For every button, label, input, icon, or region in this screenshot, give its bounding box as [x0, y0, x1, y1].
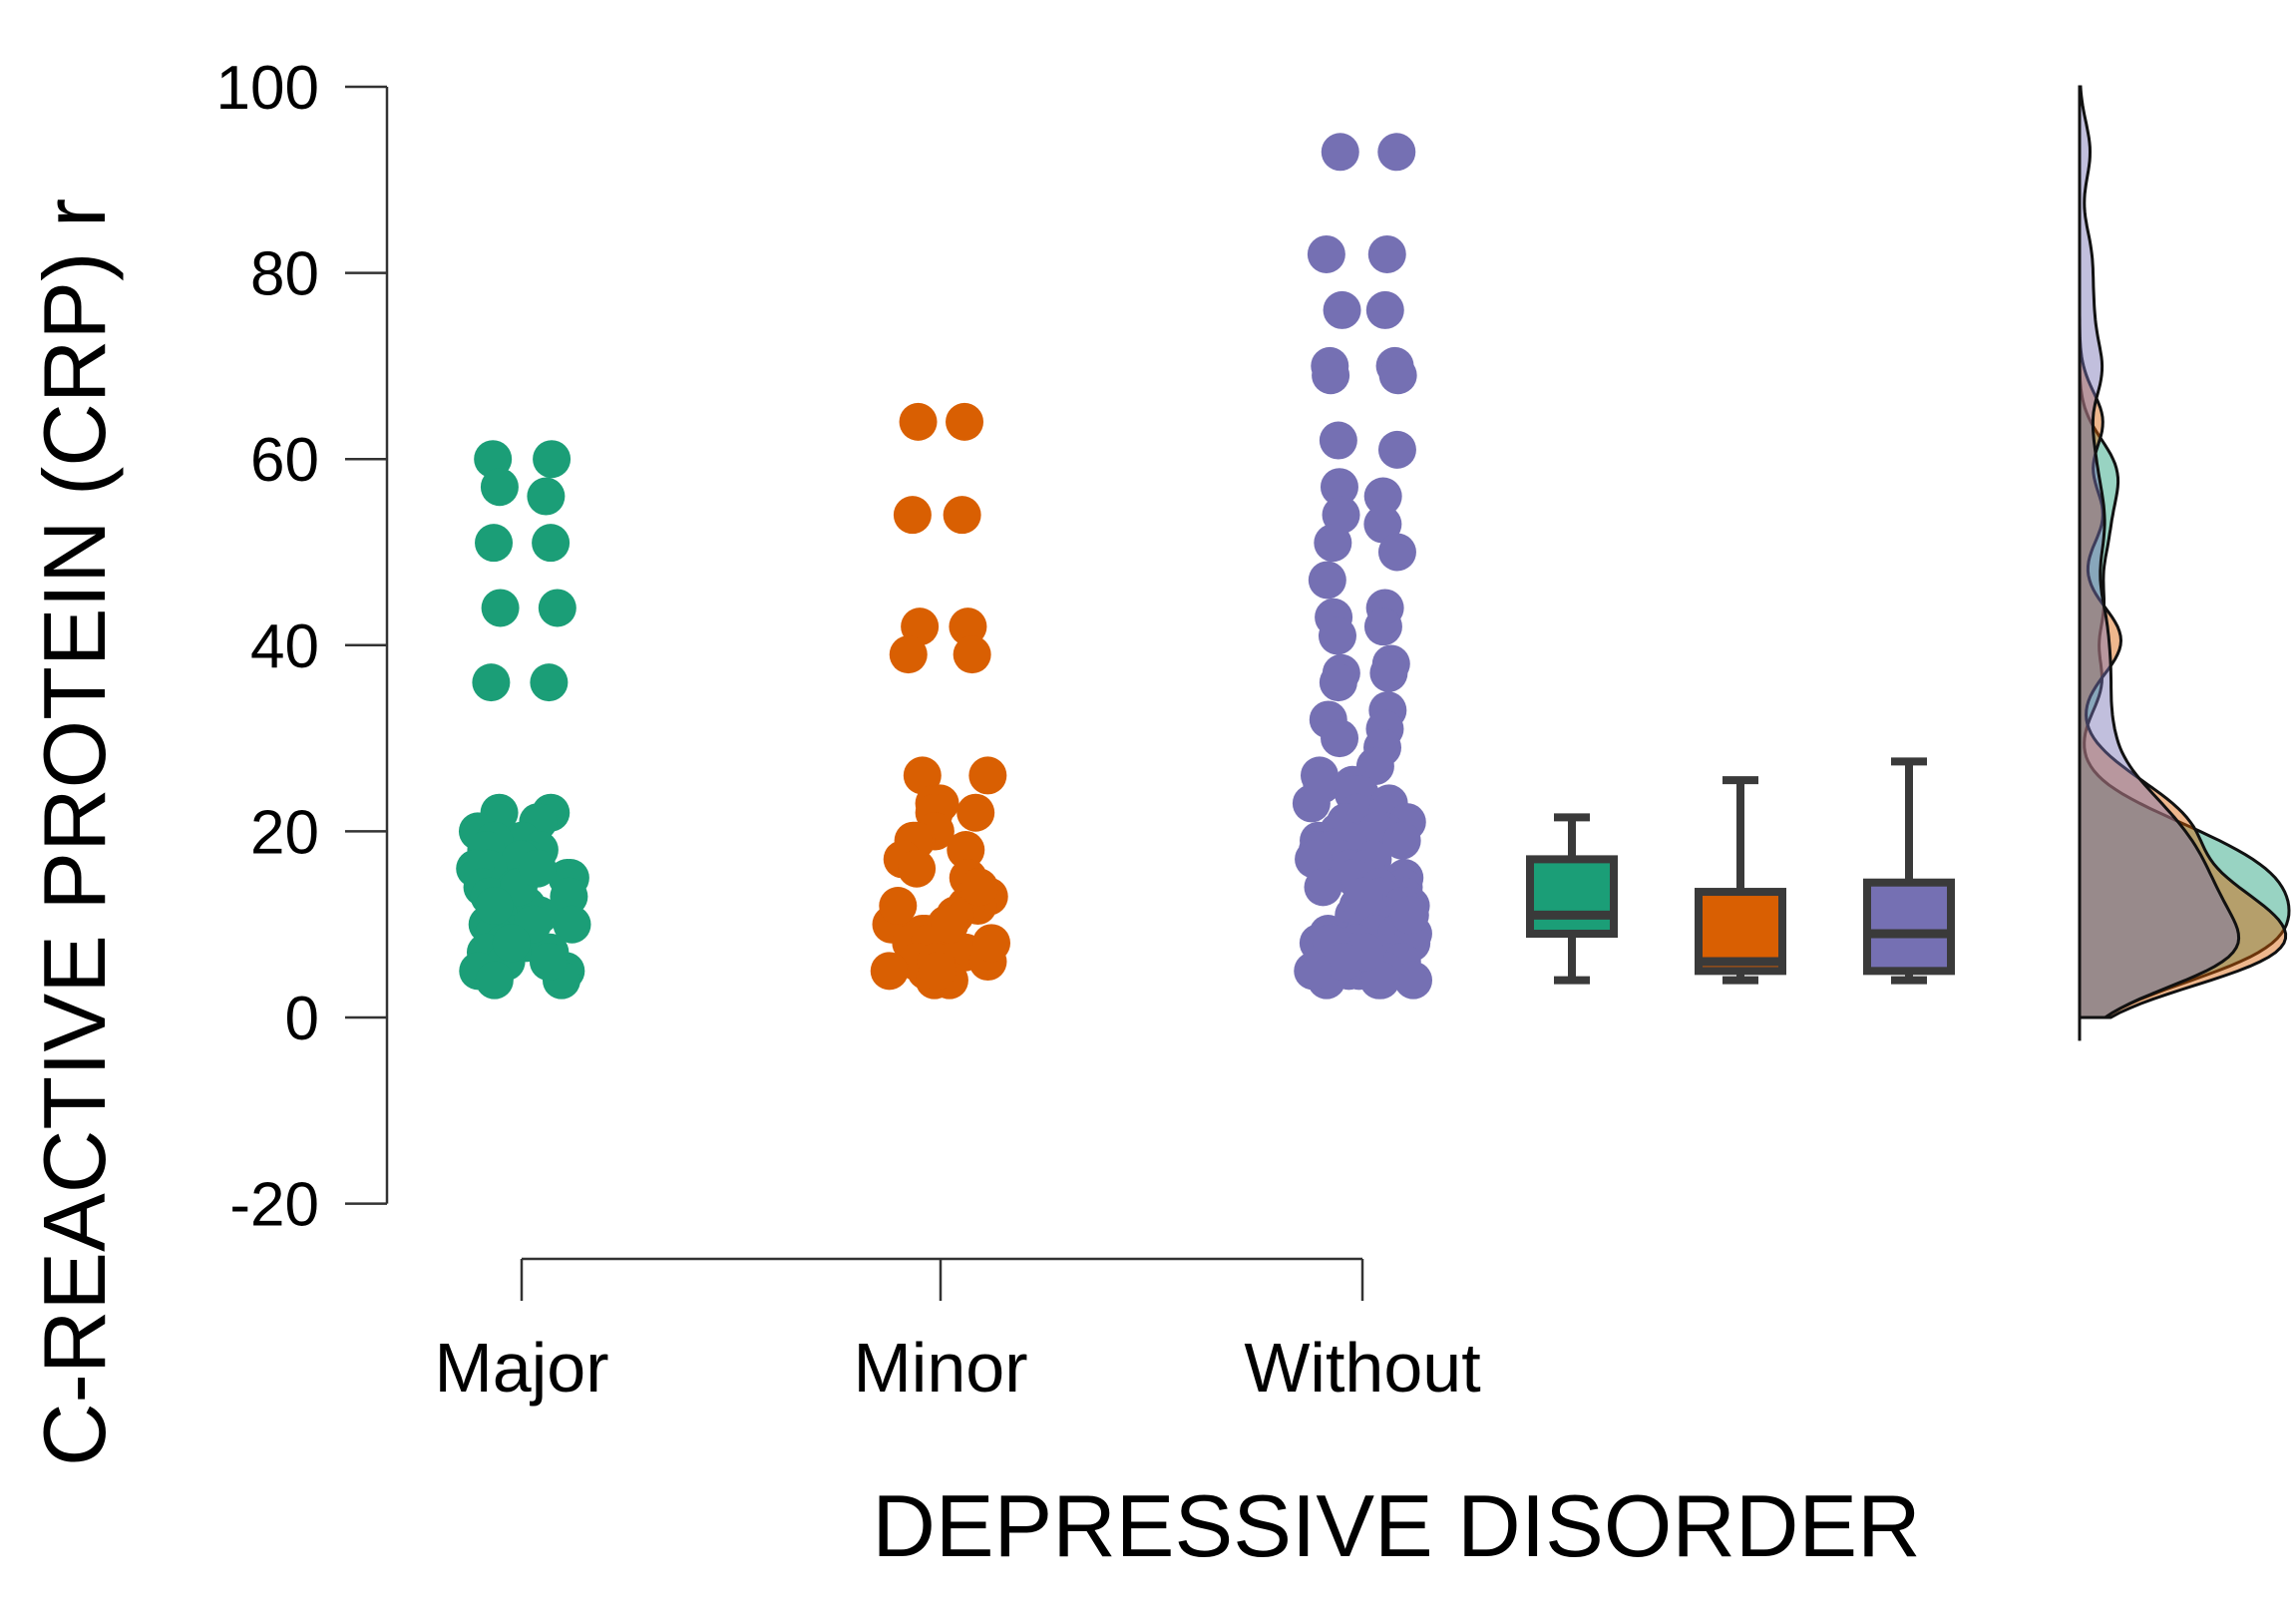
point-minor — [879, 887, 918, 926]
point-without — [1369, 653, 1408, 692]
point-major — [550, 877, 588, 916]
point-major — [538, 589, 576, 627]
point-minor — [947, 831, 985, 870]
point-major — [527, 477, 566, 516]
point-without — [1365, 290, 1404, 329]
point-minor — [953, 635, 991, 674]
point-without — [1323, 290, 1361, 329]
point-without — [1319, 421, 1357, 460]
y-axis-title: C-REACTIVE PROTEIN (CRP) r — [25, 199, 124, 1466]
point-minor — [918, 952, 957, 991]
point-minor — [972, 924, 1011, 963]
point-major — [492, 924, 531, 963]
point-major — [533, 440, 572, 479]
x-tick-label-without: Without — [1244, 1329, 1480, 1407]
point-without — [1363, 505, 1402, 544]
point-without — [1324, 943, 1362, 982]
point-major — [518, 849, 557, 888]
x-tick-label-major: Major — [434, 1329, 608, 1407]
point-without — [1377, 133, 1416, 172]
point-major — [475, 887, 514, 926]
point-major — [475, 524, 514, 563]
box-plots — [1526, 757, 1955, 985]
point-minor — [949, 607, 987, 646]
point-without — [1320, 468, 1358, 507]
y-tick-label: -20 — [229, 1171, 319, 1240]
box-without — [1863, 878, 1955, 976]
point-without — [1363, 607, 1402, 646]
x-axis: Major Minor Without — [434, 1257, 1481, 1407]
point-minor — [899, 402, 938, 441]
point-major — [553, 905, 591, 944]
point-without — [1321, 133, 1359, 172]
x-tick-label-minor: Minor — [853, 1329, 1027, 1407]
y-tick-label: 0 — [285, 985, 319, 1053]
point-major — [475, 961, 514, 1000]
point-minor — [959, 868, 998, 907]
point-without — [1394, 961, 1433, 1000]
point-without — [1378, 356, 1417, 395]
point-major — [481, 589, 520, 627]
point-minor — [889, 635, 928, 674]
point-without — [1377, 533, 1416, 572]
point-without — [1319, 663, 1357, 702]
y-tick-label: 80 — [250, 240, 319, 309]
point-major — [480, 468, 519, 507]
point-without — [1367, 234, 1406, 273]
y-tick-label: 100 — [216, 54, 319, 123]
point-minor — [870, 952, 909, 991]
point-without — [1304, 868, 1342, 907]
point-major — [530, 663, 569, 702]
point-minor — [946, 402, 984, 441]
point-minor — [893, 496, 932, 535]
point-without — [1390, 896, 1429, 935]
scatter-points — [456, 133, 1433, 1000]
point-without — [1344, 877, 1383, 916]
y-axis: -20 0 20 40 60 80 100 — [216, 54, 389, 1240]
x-axis-title: DEPRESSIVE DISORDER — [872, 1476, 1920, 1575]
y-tick-label: 20 — [250, 798, 319, 867]
point-minor — [957, 793, 995, 832]
point-major — [529, 943, 568, 982]
point-without — [1307, 234, 1345, 273]
point-without — [1361, 961, 1400, 1000]
point-minor — [968, 756, 1007, 795]
point-without — [1382, 821, 1421, 860]
point-minor — [898, 849, 937, 888]
point-without — [1363, 477, 1402, 516]
point-without — [1294, 952, 1333, 991]
density-without — [2078, 85, 2241, 1019]
y-tick-label: 60 — [250, 426, 319, 495]
density-plots — [2078, 85, 2291, 1041]
point-without — [1308, 561, 1346, 600]
point-minor — [931, 905, 969, 944]
box-major — [1526, 855, 1618, 939]
point-without — [1312, 356, 1350, 395]
point-major — [532, 524, 571, 563]
point-without — [1321, 719, 1359, 758]
point-without — [1377, 430, 1416, 469]
y-tick-label: 40 — [250, 612, 319, 681]
point-minor — [943, 496, 981, 535]
point-without — [1292, 784, 1331, 823]
point-without — [1314, 524, 1352, 563]
point-major — [472, 663, 511, 702]
point-without — [1318, 616, 1356, 655]
